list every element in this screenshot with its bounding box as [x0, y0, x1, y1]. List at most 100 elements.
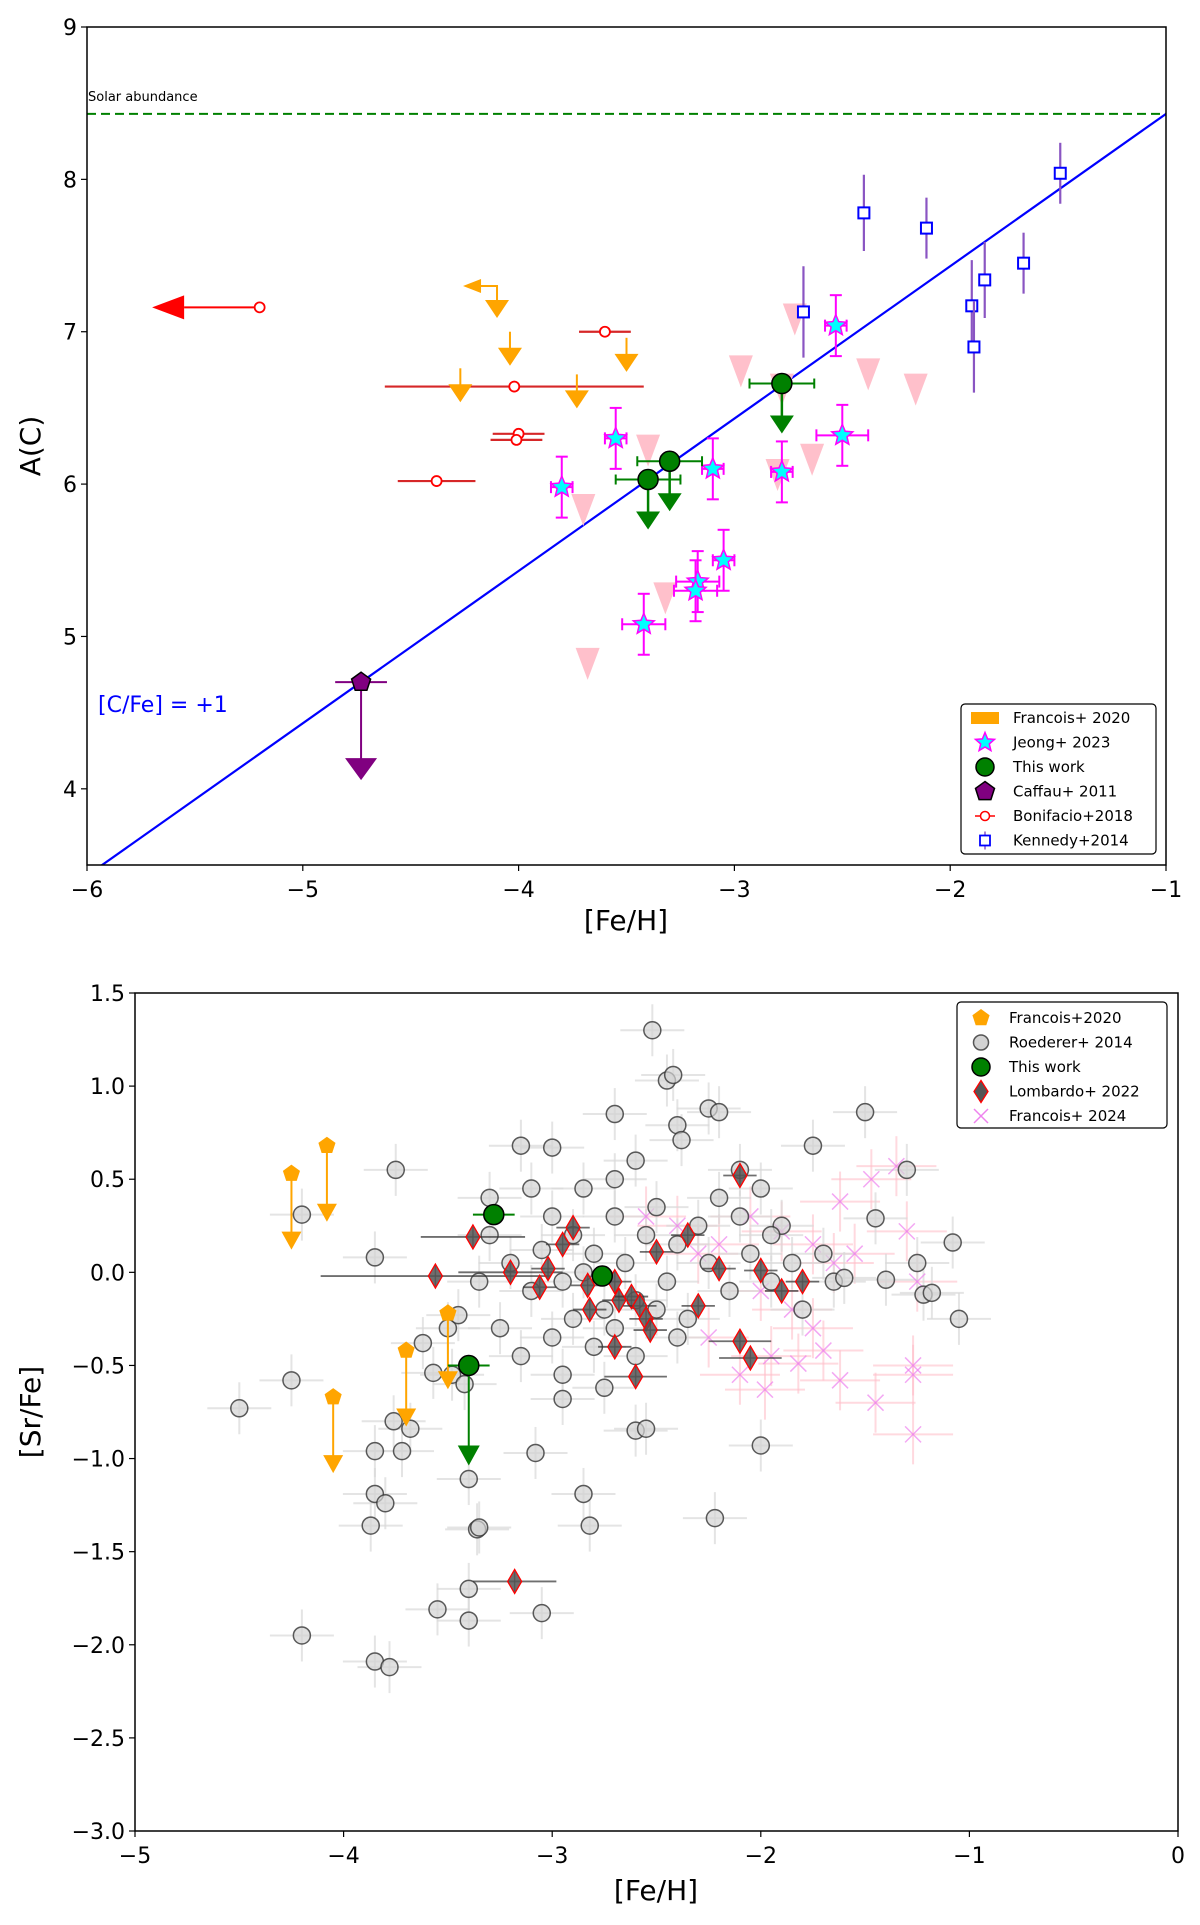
roederer-point [230, 1399, 249, 1418]
thiswork-point [771, 372, 793, 395]
roederer-point [553, 1389, 572, 1409]
francois2020-down-arrow [564, 390, 589, 409]
legend-box [960, 703, 1157, 855]
thiswork-down-arrow [657, 493, 682, 512]
caffau-pentagon-point [350, 671, 372, 692]
francois2024-x-marker [846, 1245, 864, 1263]
bonifacio-left-arrow [152, 295, 185, 320]
x-tick-label: −2 [745, 1844, 777, 1869]
francois2020-down-arrow [614, 353, 639, 372]
roederer-point [814, 1244, 833, 1263]
top-y-axis-label: A(C) [14, 416, 47, 477]
francois2020-pentagon-point [397, 1341, 415, 1358]
lombardo-diamond-point [565, 1214, 581, 1241]
y-tick-label: 4 [63, 778, 77, 803]
roederer-point [626, 1151, 645, 1170]
legend-swatch-francois2024 [973, 1108, 989, 1124]
lombardo-diamond-point [648, 1238, 665, 1266]
bottom-legend: Francois+2020 Roederer+ 2014 This work Lomb… [956, 1001, 1168, 1129]
roederer-point [943, 1233, 962, 1252]
pink-upper-limit-triangle [571, 493, 596, 526]
y-tick-label: −2.5 [72, 1727, 125, 1752]
lombardo-diamond-point [502, 1259, 519, 1286]
jeong-star-point [631, 611, 657, 635]
francois2020-down-arrow [281, 1231, 302, 1250]
y-tick-label: −1.0 [72, 1448, 125, 1473]
roederer-point [643, 1020, 662, 1040]
francois2024-x-marker [831, 1371, 849, 1389]
solar-abundance-label: Solar abundance [88, 90, 198, 105]
thiswork-point [458, 1354, 480, 1377]
kennedy-point [1053, 166, 1067, 180]
roederer-point [751, 1436, 771, 1455]
francois2024-x-marker [825, 1254, 843, 1272]
bottom-plot-area [207, 1004, 991, 1694]
roederer-point [384, 1412, 403, 1431]
legend-swatch-thiswork [975, 757, 995, 777]
roederer-point [459, 1611, 479, 1630]
bonifacio-point [508, 380, 521, 393]
y-tick-label: 1.0 [90, 1075, 125, 1100]
lombardo-diamond-point [506, 1568, 523, 1595]
francois2020-down-arrow [437, 1371, 458, 1390]
roederer-point [834, 1268, 854, 1288]
roederer-point [580, 1516, 599, 1535]
roederer-point [526, 1443, 545, 1463]
francois2024-x-marker [700, 1328, 718, 1347]
roederer-point [605, 1169, 625, 1189]
roederer-point [922, 1283, 942, 1303]
x-tick-label: −4 [502, 878, 534, 903]
roederer-point [636, 1225, 656, 1245]
francois2024-x-marker [804, 1319, 822, 1337]
francois2024-x-marker [862, 1170, 880, 1188]
roederer-point [647, 1197, 666, 1217]
pink-upper-limit-triangle [575, 647, 600, 680]
lombardo-diamond-point [742, 1344, 759, 1372]
roederer-point [657, 1272, 677, 1291]
roederer-point [672, 1130, 691, 1150]
roederer-point [605, 1207, 625, 1226]
legend-label: Lombardo+ 2022 [1009, 1083, 1140, 1101]
roederer-point [455, 1374, 474, 1394]
roederer-point [866, 1209, 885, 1228]
francois2024-x-marker [898, 1222, 916, 1240]
pink-upper-limit-triangle [636, 434, 661, 467]
lombardo-diamond-point [680, 1221, 696, 1249]
francois2020-down-arrow [396, 1408, 417, 1427]
top-panel-acfe: −6 −5 −4 −3 −2 −1 4 5 6 7 8 9 [Fe/H] A(C) Solar abu… [14, 16, 1182, 937]
roederer-point [532, 1603, 552, 1623]
bonifacio-point [253, 301, 266, 314]
top-plot-area [87, 112, 1166, 865]
francois2024-x-marker [904, 1366, 922, 1384]
jeong-star-point [700, 455, 726, 480]
roederer-point [365, 1441, 385, 1461]
jeong-star-point [769, 458, 795, 483]
legend-swatch-bonifacio [979, 810, 991, 822]
legend-swatch-jeong [973, 730, 997, 753]
roederer-point [380, 1657, 399, 1677]
x-tick-label: −5 [287, 878, 319, 903]
francois2020-down-arrow [497, 347, 522, 366]
francois2024-x-marker [710, 1235, 728, 1253]
roederer-point [855, 1102, 875, 1122]
francois2020-pentagon-point [282, 1164, 300, 1181]
lombardo-diamond-point [554, 1231, 571, 1258]
roederer-point [595, 1378, 614, 1398]
lombardo-diamond-point [540, 1255, 556, 1282]
roederer-point [480, 1225, 499, 1245]
x-tick-label: −4 [327, 1844, 359, 1869]
kennedy-point [967, 340, 981, 354]
roederer-point [532, 1240, 552, 1260]
roederer-point [553, 1272, 572, 1291]
francois2024-x-marker [866, 1394, 885, 1412]
y-tick-label: 0.5 [90, 1168, 125, 1193]
francois2024-x-marker [904, 1425, 922, 1443]
roederer-point [626, 1346, 645, 1366]
roederer-point [584, 1244, 604, 1263]
legend-label: Roederer+ 2014 [1009, 1034, 1133, 1052]
legend-swatch-caffau [974, 780, 996, 801]
bottom-panel-srfe: −5 −4 −3 −2 −1 0 1.5 1.0 0.5 0.0 −0.5 −1.0 −1.5 −2.0 −… [14, 982, 1185, 1907]
francois2024-x-marker [908, 1273, 926, 1291]
pink-upper-limit-triangle [800, 443, 825, 476]
roederer-point [668, 1328, 687, 1347]
